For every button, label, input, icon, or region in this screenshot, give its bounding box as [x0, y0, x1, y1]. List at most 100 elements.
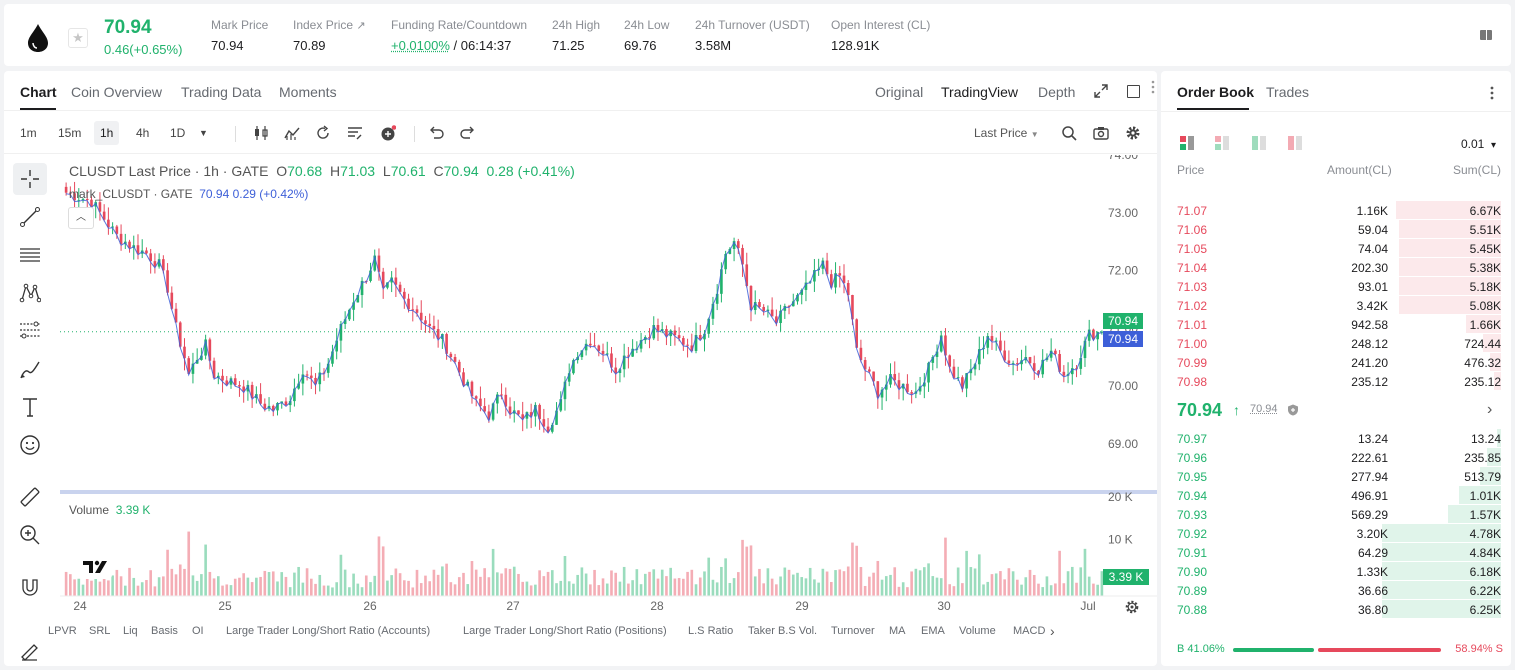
candlestick-icon[interactable] — [253, 125, 269, 141]
candle-body — [538, 404, 541, 420]
trendline-tool[interactable] — [13, 201, 47, 233]
template-list-icon[interactable] — [347, 125, 363, 141]
interval-15m[interactable]: 15m — [58, 126, 82, 140]
view-original[interactable]: Original — [875, 84, 924, 100]
bid-row[interactable]: 70.94 496.91 1.01K — [1161, 486, 1511, 505]
interval-1d[interactable]: 1D — [170, 126, 186, 140]
tab-coin-overview[interactable]: Coin Overview — [71, 84, 163, 100]
indicator-large-trader-long-short-ratio-accounts[interactable]: Large Trader Long/Short Ratio (Accounts) — [226, 625, 431, 637]
chevron-right-icon[interactable]: › — [1487, 401, 1493, 418]
ask-row[interactable]: 71.02 3.42K 5.08K — [1161, 296, 1511, 315]
bid-row[interactable]: 70.96 222.61 235.85 — [1161, 448, 1511, 467]
indicator-chart-icon[interactable] — [284, 125, 300, 141]
tab-order-book[interactable]: Order Book — [1177, 84, 1255, 100]
indicator-liq[interactable]: Liq — [123, 625, 138, 637]
index-price-label[interactable]: Index Price ↗ — [293, 18, 366, 32]
indicator-srl[interactable]: SRL — [89, 625, 111, 637]
funding-rate[interactable]: +0.0100% — [391, 38, 450, 53]
ask-row[interactable]: 71.01 942.58 1.66K — [1161, 315, 1511, 334]
ask-row[interactable]: 70.99 241.20 476.32 — [1161, 353, 1511, 372]
book-view-both-icon[interactable] — [1179, 135, 1195, 151]
fib-tool[interactable] — [13, 315, 47, 347]
ask-row[interactable]: 71.06 59.04 5.51K — [1161, 220, 1511, 239]
indicator-basis[interactable]: Basis — [151, 625, 178, 637]
indicator-large-trader-long-short-ratio-positions[interactable]: Large Trader Long/Short Ratio (Positions… — [463, 625, 667, 637]
redo-icon[interactable] — [460, 125, 476, 141]
replay-icon[interactable] — [315, 125, 331, 141]
bid-row[interactable]: 70.88 36.80 6.25K — [1161, 600, 1511, 619]
ask-row[interactable]: 71.05 74.04 5.45K — [1161, 239, 1511, 258]
emoji-tool[interactable] — [13, 429, 47, 461]
volume-bar — [990, 574, 994, 596]
indicator-volume[interactable]: Volume — [959, 625, 996, 637]
axis-settings-icon[interactable] — [1124, 599, 1140, 615]
window-icon[interactable] — [1127, 85, 1140, 98]
brush-tool[interactable] — [13, 353, 47, 385]
external-link-icon[interactable]: ↗ — [356, 20, 366, 32]
ask-row[interactable]: 71.00 248.12 724.44 — [1161, 334, 1511, 353]
crosshair-tool[interactable] — [13, 163, 47, 195]
book-icon[interactable] — [1479, 28, 1493, 42]
interval-1m[interactable]: 1m — [20, 126, 37, 140]
book-view-asks-icon[interactable] — [1287, 135, 1303, 151]
chevron-right-icon[interactable]: › — [1050, 623, 1055, 639]
bid-row[interactable]: 70.93 569.29 1.57K — [1161, 505, 1511, 524]
scroll-handle-icon[interactable] — [1150, 79, 1156, 99]
ruler-tool[interactable] — [13, 481, 47, 513]
indicator-turnover[interactable]: Turnover — [831, 625, 875, 637]
row-sum: 13.24 — [1470, 432, 1501, 446]
bid-row[interactable]: 70.91 64.29 4.84K — [1161, 543, 1511, 562]
ask-row[interactable]: 71.07 1.16K 6.67K — [1161, 201, 1511, 220]
horizontal-lines-tool[interactable] — [13, 239, 47, 271]
camera-icon[interactable] — [1093, 125, 1109, 141]
ask-row[interactable]: 71.04 202.30 5.38K — [1161, 258, 1511, 277]
ask-row[interactable]: 71.03 93.01 5.18K — [1161, 277, 1511, 296]
add-indicator-icon[interactable] — [380, 125, 396, 141]
pattern-tool[interactable] — [13, 277, 47, 309]
indicator-ema[interactable]: EMA — [921, 625, 945, 637]
mid-mark-price[interactable]: 70.94 — [1250, 403, 1278, 415]
bid-row[interactable]: 70.92 3.20K 4.78K — [1161, 524, 1511, 543]
shield-icon[interactable] — [1287, 404, 1299, 416]
interval-4h[interactable]: 4h — [136, 126, 150, 140]
tab-trading-data[interactable]: Trading Data — [181, 84, 262, 100]
interval-dropdown-caret[interactable]: ▼ — [199, 128, 208, 138]
tab-moments[interactable]: Moments — [279, 84, 337, 100]
indicator-l-s-ratio[interactable]: L.S Ratio — [688, 625, 734, 637]
indicator-macd[interactable]: MACD — [1013, 625, 1046, 637]
search-icon[interactable] — [1061, 125, 1077, 141]
volume-bar — [749, 545, 753, 596]
tab-chart[interactable]: Chart — [20, 84, 57, 100]
indicator-lpvr[interactable]: LPVR — [48, 625, 77, 637]
indicator-oi[interactable]: OI — [192, 625, 204, 637]
legend-collapse-button[interactable]: ︿ — [68, 207, 94, 229]
tab-trades[interactable]: Trades — [1266, 84, 1310, 100]
view-tradingview[interactable]: TradingView — [941, 84, 1019, 100]
row-amount: 3.42K — [1356, 299, 1388, 313]
undo-icon[interactable] — [428, 125, 444, 141]
index-price-stat[interactable]: Index Price ↗ 70.89 — [293, 18, 366, 53]
bid-row[interactable]: 70.95 277.94 513.79 — [1161, 467, 1511, 486]
bid-row[interactable]: 70.89 36.66 6.22K — [1161, 581, 1511, 600]
precision-select[interactable]: 0.01 ▾ — [1461, 137, 1497, 151]
book-view-both-alt-icon[interactable] — [1214, 135, 1230, 151]
book-view-bids-icon[interactable] — [1251, 135, 1267, 151]
favorite-star-icon[interactable]: ★ — [68, 28, 88, 48]
indicator-ma[interactable]: MA — [889, 625, 906, 637]
price-source-select[interactable]: Last Price ▼ — [974, 126, 1039, 140]
interval-1h[interactable]: 1h — [94, 121, 120, 145]
magnet-tool[interactable] — [13, 571, 47, 603]
view-depth[interactable]: Depth — [1038, 84, 1076, 100]
ask-row[interactable]: 70.98 235.12 235.12 — [1161, 372, 1511, 391]
indicator-taker-b-s-vol[interactable]: Taker B.S Vol. — [748, 625, 818, 637]
more-options-icon[interactable] — [1489, 85, 1495, 101]
gear-icon[interactable] — [1125, 125, 1141, 141]
expand-icon[interactable] — [1094, 84, 1108, 98]
lock-drawing-icon[interactable] — [18, 639, 40, 661]
text-tool[interactable] — [13, 391, 47, 423]
zoom-tool[interactable] — [13, 519, 47, 551]
bid-row[interactable]: 70.97 13.24 13.24 — [1161, 429, 1511, 448]
bid-row[interactable]: 70.90 1.33K 6.18K — [1161, 562, 1511, 581]
